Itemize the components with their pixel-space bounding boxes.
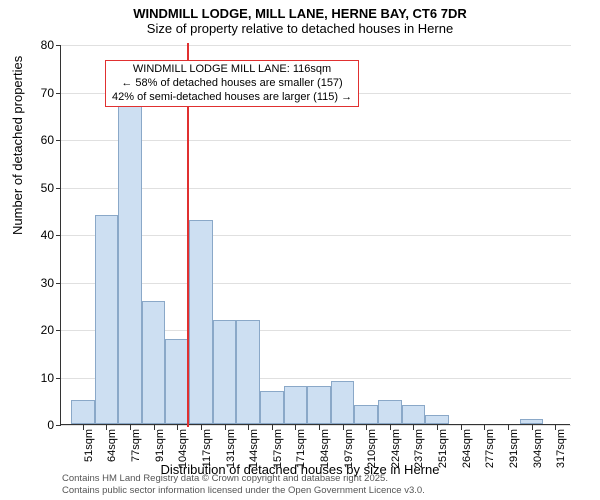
histogram-bar <box>118 106 142 424</box>
ytick-mark <box>56 283 61 284</box>
gridline <box>61 45 571 46</box>
footer-attribution: Contains HM Land Registry data © Crown c… <box>62 473 425 496</box>
histogram-bar <box>378 400 402 424</box>
ytick-mark <box>56 93 61 94</box>
plot-area: 0102030405060708051sqm64sqm77sqm91sqm104… <box>60 45 570 425</box>
ytick-label: 30 <box>24 276 54 290</box>
histogram-bar <box>213 320 237 425</box>
annotation-line: 42% of semi-detached houses are larger (… <box>112 91 352 105</box>
histogram-bar <box>165 339 189 425</box>
histogram-bar <box>307 386 331 424</box>
ytick-label: 50 <box>24 181 54 195</box>
ytick-label: 80 <box>24 38 54 52</box>
xtick-label: 251sqm <box>437 429 449 489</box>
histogram-bar <box>520 419 544 424</box>
xtick-label: 264sqm <box>461 429 473 489</box>
histogram-bar <box>331 381 355 424</box>
ytick-mark <box>56 188 61 189</box>
title-main: WINDMILL LODGE, MILL LANE, HERNE BAY, CT… <box>0 6 600 21</box>
xtick-label: 291sqm <box>508 429 520 489</box>
ytick-label: 10 <box>24 371 54 385</box>
ytick-mark <box>56 235 61 236</box>
histogram-bar <box>402 405 426 424</box>
histogram-bar <box>354 405 378 424</box>
ytick-mark <box>56 140 61 141</box>
ytick-mark <box>56 425 61 426</box>
annotation-box: WINDMILL LODGE MILL LANE: 116sqm← 58% of… <box>105 60 359 107</box>
ytick-mark <box>56 330 61 331</box>
y-axis-label: Number of detached properties <box>10 56 25 235</box>
ytick-label: 60 <box>24 133 54 147</box>
ytick-mark <box>56 45 61 46</box>
histogram-bar <box>95 215 119 424</box>
histogram-bar <box>260 391 284 424</box>
histogram-bar <box>71 400 95 424</box>
xtick-label: 317sqm <box>555 429 567 489</box>
xtick-label: 304sqm <box>532 429 544 489</box>
histogram-bar <box>189 220 213 424</box>
ytick-label: 20 <box>24 323 54 337</box>
histogram-bar <box>142 301 166 425</box>
ytick-label: 0 <box>24 418 54 432</box>
footer-line1: Contains HM Land Registry data © Crown c… <box>62 473 425 484</box>
ytick-label: 40 <box>24 228 54 242</box>
chart-area: 0102030405060708051sqm64sqm77sqm91sqm104… <box>60 45 570 425</box>
ytick-label: 70 <box>24 86 54 100</box>
annotation-line: ← 58% of detached houses are smaller (15… <box>112 77 352 91</box>
annotation-line: WINDMILL LODGE MILL LANE: 116sqm <box>112 63 352 77</box>
title-block: WINDMILL LODGE, MILL LANE, HERNE BAY, CT… <box>0 0 600 36</box>
histogram-bar <box>425 415 449 425</box>
xtick-label: 277sqm <box>484 429 496 489</box>
title-sub: Size of property relative to detached ho… <box>0 21 600 36</box>
gridline <box>61 425 571 426</box>
histogram-bar <box>284 386 308 424</box>
footer-line2: Contains public sector information licen… <box>62 485 425 496</box>
histogram-bar <box>236 320 260 425</box>
ytick-mark <box>56 378 61 379</box>
